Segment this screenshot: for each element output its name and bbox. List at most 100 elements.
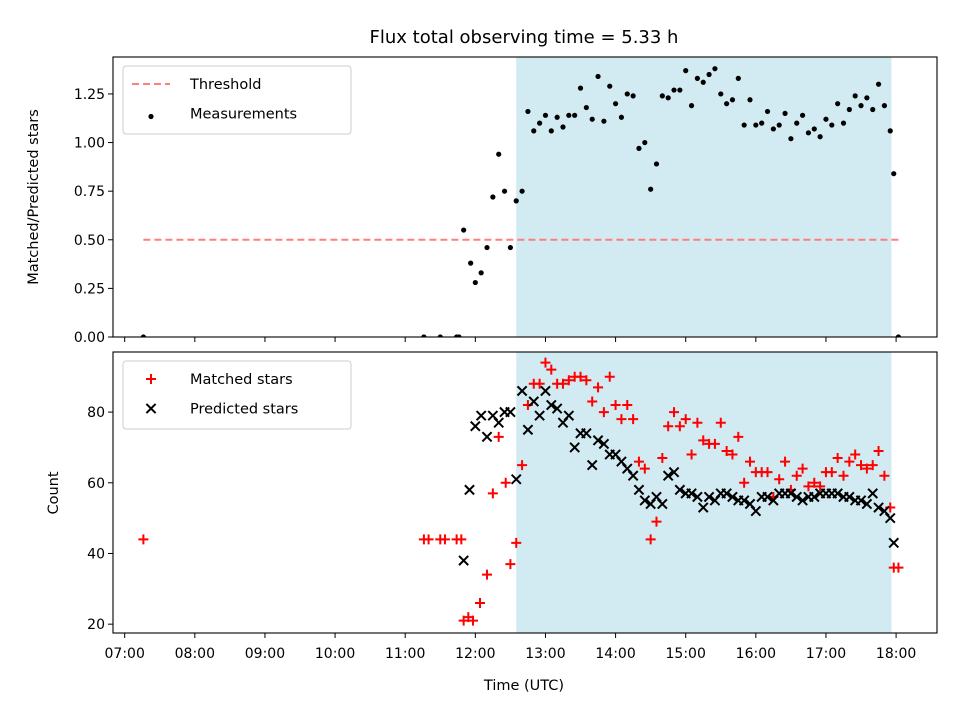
matched-star-point (423, 534, 434, 545)
matched-star-point (844, 456, 855, 467)
x-axis-label: Time (UTC) (483, 678, 564, 694)
measurement-point (601, 118, 607, 124)
predicted-star-point (808, 491, 820, 503)
matched-star-point (733, 431, 744, 442)
measurement-point (735, 75, 741, 81)
measurement-point (677, 87, 683, 93)
measurement-point (870, 106, 876, 113)
predicted-star-point (692, 491, 703, 503)
matched-star-point (622, 400, 633, 411)
measurement-point (589, 116, 595, 122)
bottom-plot-frame (112, 351, 938, 634)
matched-star-point (721, 445, 732, 456)
measurement-point (759, 120, 765, 126)
matched-star-point (815, 481, 826, 492)
x-tick-label: 12:00 (455, 646, 495, 662)
matched-star-point (581, 375, 592, 386)
measurement-point (496, 151, 502, 157)
predicted-star-point (540, 385, 551, 397)
predicted-star-point (861, 498, 873, 510)
matched-star-point (456, 534, 467, 545)
measurement-point (437, 334, 443, 337)
matched-star-point (651, 516, 662, 527)
matched-star-point (593, 382, 604, 393)
measurement-point (595, 73, 601, 80)
predicted-star-point (470, 420, 481, 432)
measurement-point (776, 122, 782, 128)
matched-star-point (645, 534, 656, 545)
legend-label: Matched stars (190, 372, 293, 388)
predicted-star-point (586, 459, 598, 471)
measurement-point (864, 95, 870, 101)
matched-star-point (639, 463, 650, 474)
measurement-point (688, 103, 695, 109)
measurement-point (525, 108, 531, 115)
measurement-point (531, 128, 537, 134)
top-y-tick-label: 0.25 (74, 281, 105, 297)
matched-star-point (663, 421, 674, 432)
measurement-point (648, 186, 654, 192)
measurement-point (665, 95, 671, 101)
matched-star-point (797, 463, 808, 474)
x-tick-label: 15:00 (666, 646, 706, 662)
measurement-point (548, 128, 554, 134)
measurement-point (805, 130, 812, 136)
matched-star-point (534, 378, 545, 389)
measurement-point (421, 334, 427, 337)
measurement-point (612, 101, 619, 107)
x-tick-label: 14:00 (595, 646, 635, 662)
measurement-point (653, 161, 660, 167)
predicted-star-point (516, 385, 528, 397)
legend-matched-marker (146, 374, 156, 384)
matched-star-point (739, 477, 750, 488)
observing-window-band (516, 57, 892, 337)
matched-star-point (487, 488, 498, 499)
matched-star-point (680, 414, 691, 425)
legend-predicted-marker (145, 403, 157, 414)
predicted-star-point (551, 403, 563, 414)
legend-label: Predicted stars (190, 402, 298, 418)
measurement-point (741, 122, 747, 128)
matched-star-point (686, 449, 697, 460)
measurement-point (513, 198, 519, 204)
measurement-point (671, 87, 677, 93)
measurement-point (712, 66, 718, 72)
matched-star-point (467, 615, 478, 626)
top-y-tick-label: 0.50 (74, 233, 105, 249)
bottom-legend: Matched stars Predicted stars (122, 360, 352, 430)
predicted-star-point (592, 435, 604, 446)
matched-star-point (791, 470, 802, 481)
measurement-point (636, 145, 642, 151)
measurement-point (642, 139, 648, 146)
matched-star-point (500, 477, 511, 488)
matched-star-point (727, 449, 738, 460)
bottom-y-tick-label: 20 (87, 617, 105, 633)
predicted-star-point (697, 502, 709, 513)
matched-star-point (633, 456, 644, 467)
predicted-star-point (633, 484, 645, 496)
measurement-point (891, 171, 897, 177)
top-panel: 0.00 0.25 0.50 0.75 1.00 1.25 Threshold Measure… (74, 56, 938, 346)
legend-measurement-marker (148, 113, 154, 120)
predicted-star-point (493, 417, 505, 428)
chart-title: Flux total observing time = 5.33 h (370, 27, 679, 48)
matched-star-point (138, 534, 149, 545)
matched-star-point (674, 421, 685, 432)
matched-star-point (669, 407, 680, 418)
measurement-point (566, 112, 572, 118)
bottom-panel: 20 40 60 80 07:00 08:00 09:00 10:00 11:00 12:00 13… (87, 351, 938, 662)
predicted-star-point (738, 495, 750, 506)
predicted-star-point (721, 488, 732, 499)
matched-star-point (657, 453, 668, 464)
legend-label: Threshold (189, 77, 261, 93)
measurement-point (718, 91, 724, 97)
observing-window-band (516, 352, 892, 633)
matched-star-point (546, 364, 557, 375)
predicted-star-point (627, 470, 639, 482)
x-tick-label: 11:00 (385, 646, 425, 662)
bottom-legend-box (122, 360, 352, 430)
predicted-star-point (750, 505, 762, 517)
top-y-tick-label: 0.75 (74, 184, 105, 200)
measurement-point (624, 91, 630, 97)
matched-star-point (879, 470, 890, 481)
